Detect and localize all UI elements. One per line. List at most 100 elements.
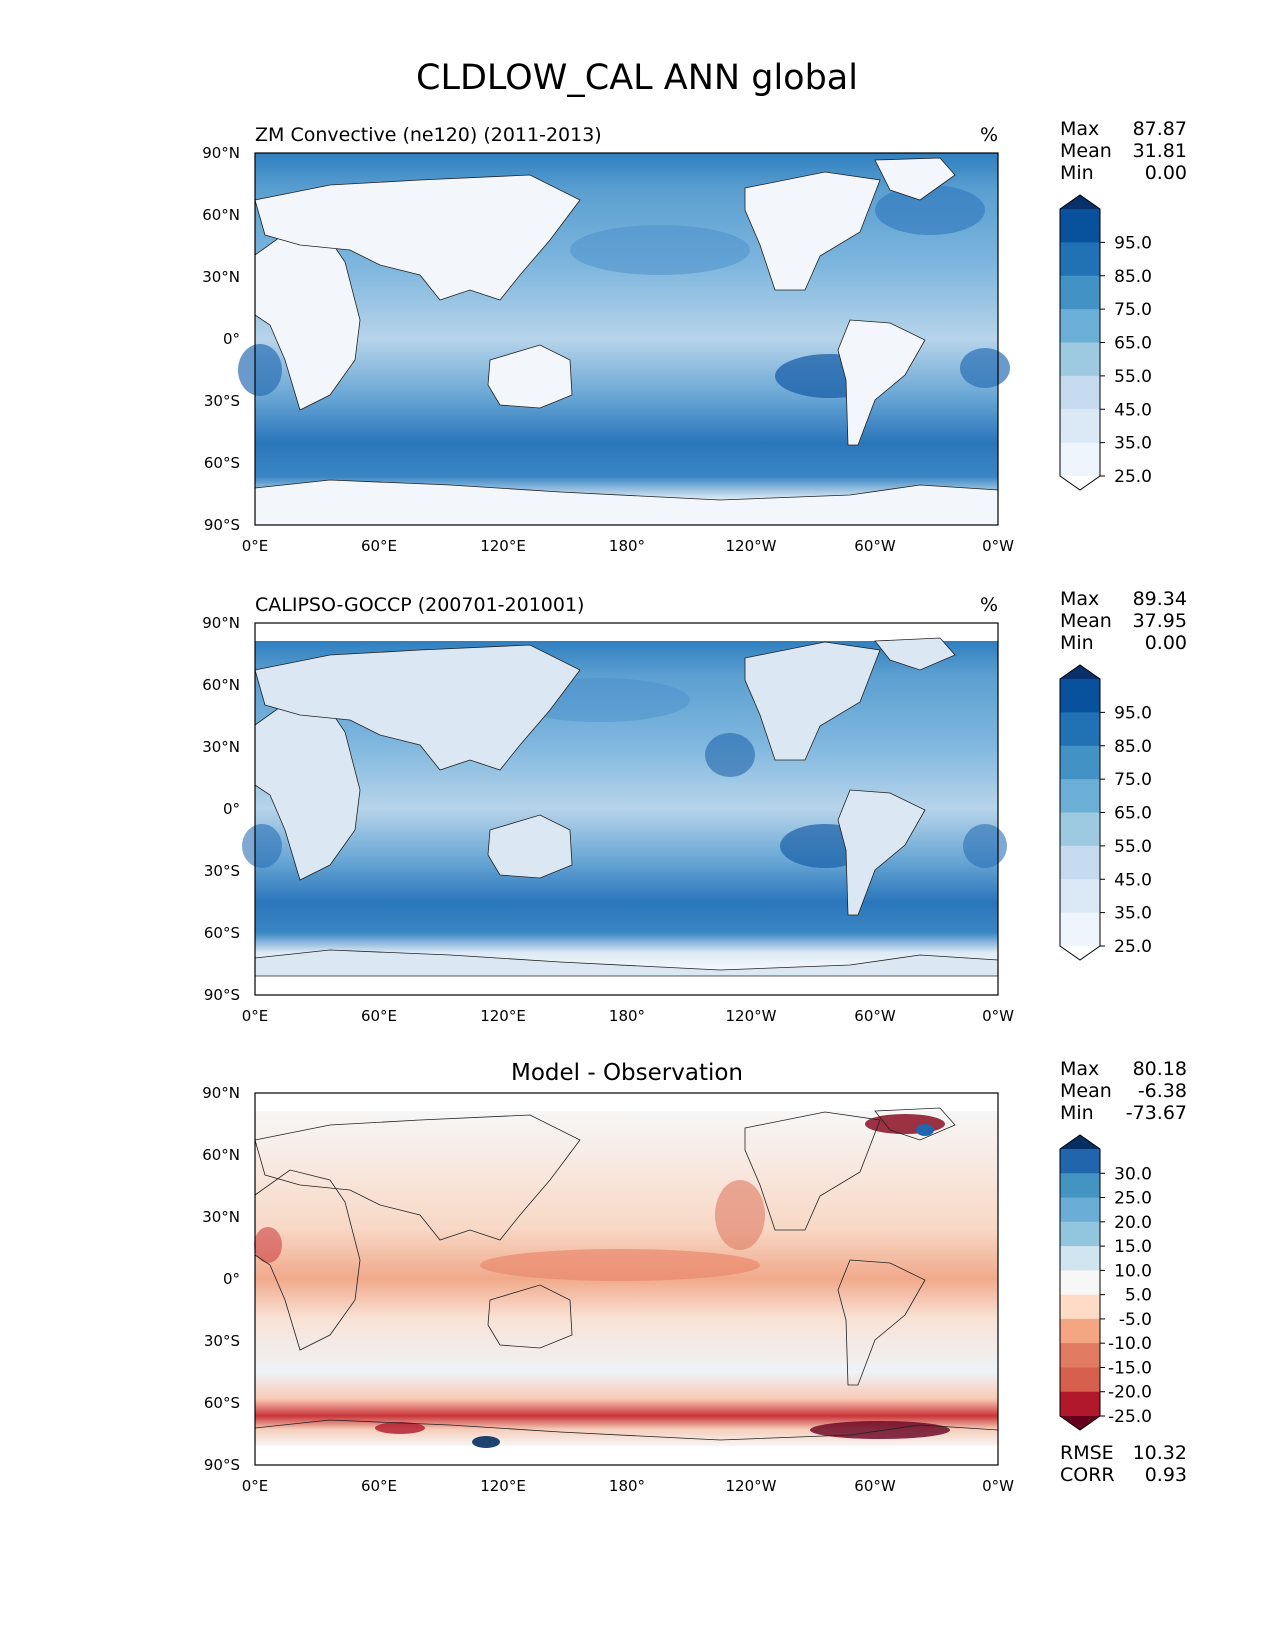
x-tick-label: 0°E (242, 537, 269, 555)
stats-block: Max 89.34 Mean 37.95 Min 0.00 (1060, 588, 1187, 654)
colorbar-segment (1060, 1246, 1100, 1271)
colorbar-segment (1060, 242, 1100, 277)
metric-value: 0.93 (1145, 1464, 1187, 1486)
colorbar-segment (1060, 442, 1100, 477)
stat-value: 31.81 (1133, 140, 1187, 162)
map-frame (254, 622, 999, 996)
y-tick-label: 30°S (204, 862, 240, 880)
stat-label: Mean (1060, 140, 1112, 162)
colorbar-tick-label: 75.0 (1114, 770, 1152, 790)
colorbar-tick-label: 5.0 (1125, 1286, 1152, 1306)
map-frame (254, 152, 999, 526)
colorbar-segment (1060, 745, 1100, 780)
colorbar-extend-max (1060, 195, 1100, 209)
y-tick-label: 30°S (204, 1332, 240, 1350)
colorbar-segment (1060, 209, 1100, 243)
colorbar-tick-label: 10.0 (1114, 1261, 1152, 1281)
colorbar: 30.0 25.0 20.0 15.0 10.0 5.0 -5.0 -10.0 -15.0 -20… (1059, 1134, 1152, 1431)
x-axis: 0°E 60°E 120°E 180° 120°W 60°W 0°W (242, 1477, 1014, 1495)
colorbar-segment (1060, 912, 1100, 947)
x-tick-label: 0°E (242, 1007, 269, 1025)
y-tick-label: 60°S (204, 1394, 240, 1412)
colorbar-tick-label: 35.0 (1114, 434, 1152, 454)
x-tick-label: 120°E (480, 537, 526, 555)
y-tick-label: 30°N (202, 738, 240, 756)
panel-diff: Model - Observation 90°N 60°N 30°N 0° 30… (202, 1058, 1187, 1495)
panel-units: % (980, 594, 998, 616)
colorbar-segment (1060, 712, 1100, 747)
colorbar-tick-label: 85.0 (1114, 737, 1152, 757)
x-tick-label: 60°E (361, 1007, 397, 1025)
colorbar-extend-min (1060, 1416, 1100, 1430)
map-features (254, 1114, 950, 1448)
stat-value: 37.95 (1133, 610, 1187, 632)
stats-block: Max 80.18 Mean -6.38 Min -73.67 (1060, 1058, 1187, 1124)
stat-label: Mean (1060, 610, 1112, 632)
x-tick-label: 60°W (854, 537, 896, 555)
stat-value: 80.18 (1133, 1058, 1187, 1080)
y-tick-label: 60°S (204, 454, 240, 472)
colorbar-segment (1060, 1221, 1100, 1247)
stat-label: Mean (1060, 1080, 1112, 1102)
x-tick-label: 0°E (242, 1477, 269, 1495)
colorbar-tick-label: 45.0 (1114, 870, 1152, 890)
colorbar-segment (1060, 342, 1100, 377)
colorbar-tick-label: 75.0 (1114, 300, 1152, 320)
panel-test: ZM Convective (ne120) (2011-2013) % 90°N… (202, 118, 1187, 555)
colorbar-segment (1060, 812, 1100, 847)
x-tick-label: 0°W (982, 537, 1014, 555)
stat-value: -73.67 (1126, 1102, 1187, 1124)
metric-value: 10.32 (1133, 1442, 1187, 1464)
colorbar-tick-label: -10.0 (1108, 1334, 1152, 1354)
stat-label: Min (1060, 632, 1094, 654)
colorbar-segment (1060, 1294, 1100, 1320)
map-frame (254, 1092, 999, 1466)
y-tick-label: 0° (223, 1270, 240, 1288)
y-axis: 90°N 60°N 30°N 0° 30°S 60°S 90°S (202, 614, 240, 1004)
colorbar-segment (1060, 845, 1100, 880)
metric-label: RMSE (1060, 1442, 1114, 1464)
x-tick-label: 120°W (726, 537, 777, 555)
y-tick-label: 90°N (202, 144, 240, 162)
colorbar-tick-label: 25.0 (1114, 1189, 1152, 1209)
colorbar-tick-label: 20.0 (1114, 1213, 1152, 1233)
colorbar-tick-label: 25.0 (1114, 467, 1152, 487)
stat-value: -6.38 (1138, 1080, 1187, 1102)
x-tick-label: 180° (609, 537, 645, 555)
x-tick-label: 120°E (480, 1477, 526, 1495)
colorbar-segment (1060, 275, 1100, 310)
colorbar-segment (1060, 1270, 1100, 1296)
x-tick-label: 60°E (361, 537, 397, 555)
colorbar-segment (1060, 1391, 1100, 1417)
colorbar-segment (1060, 1367, 1100, 1393)
stat-label: Max (1060, 588, 1099, 610)
colorbar-segment (1060, 1149, 1100, 1174)
colorbar-segment (1060, 409, 1100, 444)
stats-block: Max 87.87 Mean 31.81 Min 0.00 (1060, 118, 1187, 184)
colorbar-extend-max (1060, 1135, 1100, 1149)
x-tick-label: 180° (609, 1477, 645, 1495)
stat-value: 89.34 (1133, 588, 1187, 610)
colorbar-extend-min (1060, 946, 1100, 960)
y-tick-label: 30°N (202, 1208, 240, 1226)
x-tick-label: 0°W (982, 1007, 1014, 1025)
colorbar-segment (1060, 1318, 1100, 1344)
x-axis: 0°E 60°E 120°E 180° 120°W 60°W 0°W (242, 537, 1014, 555)
y-tick-label: 60°N (202, 1146, 240, 1164)
stat-value: 87.87 (1133, 118, 1187, 140)
colorbar-tick-label: 55.0 (1114, 837, 1152, 857)
y-tick-label: 90°S (204, 986, 240, 1004)
colorbar-extend-max (1060, 665, 1100, 679)
colorbar-segment (1060, 679, 1100, 713)
colorbar-tick-label: 30.0 (1114, 1164, 1152, 1184)
y-tick-label: 60°N (202, 206, 240, 224)
coastlines (254, 1107, 999, 1441)
colorbar-tick-label: -15.0 (1108, 1358, 1152, 1378)
colorbar: 95.0 85.0 75.0 65.0 55.0 45.0 35.0 25.0 (1059, 664, 1152, 961)
y-tick-label: 0° (223, 800, 240, 818)
y-tick-label: 60°N (202, 676, 240, 694)
coastlines (254, 637, 999, 977)
colorbar-tick-label: 85.0 (1114, 267, 1152, 287)
y-axis: 90°N 60°N 30°N 0° 30°S 60°S 90°S (202, 144, 240, 534)
